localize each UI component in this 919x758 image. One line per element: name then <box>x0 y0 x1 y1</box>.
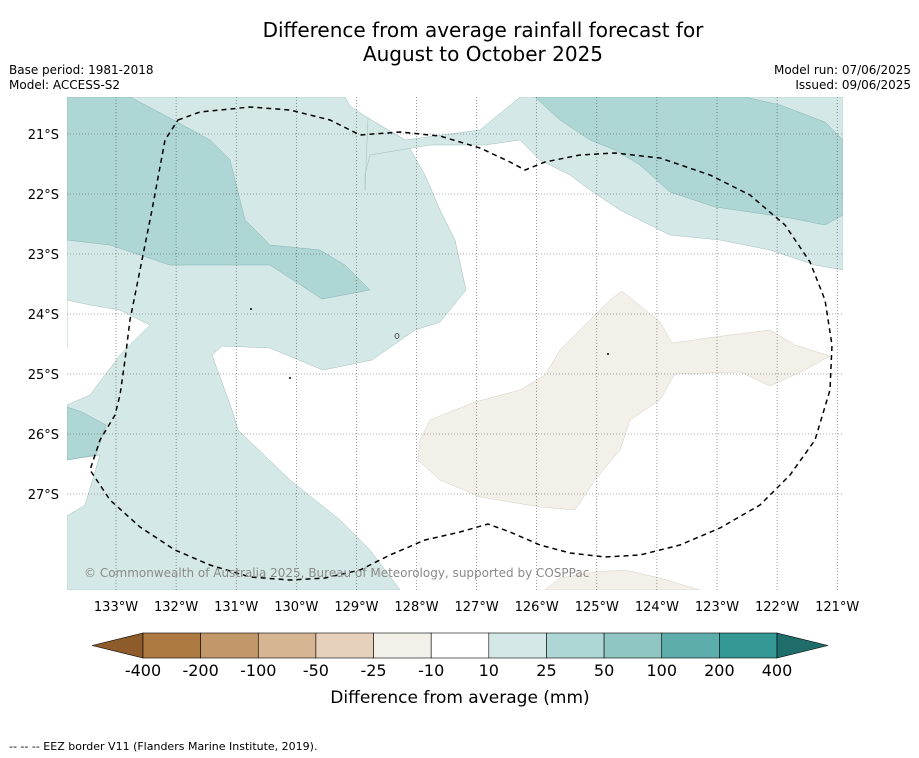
colorbar-segment <box>142 632 201 659</box>
title-line-2: August to October 2025 <box>362 42 604 66</box>
issued-text: Issued: 09/06/2025 <box>795 78 911 92</box>
colorbar-tick-label: -25 <box>360 661 386 680</box>
eez-border <box>89 106 833 581</box>
colorbar-tick-label: 50 <box>594 661 614 680</box>
wetter-region-northeast <box>534 97 843 226</box>
copyright-text: © Commonwealth of Australia 2025, Bureau… <box>84 566 589 580</box>
latitude-labels: 21°S 22°S 23°S 24°S 25°S 26°S 27°S <box>28 128 59 503</box>
longitude-label: 131°W <box>214 600 258 615</box>
layer-minus25-to-minus10 <box>417 290 831 590</box>
colorbar-title: Difference from average (mm) <box>330 688 589 708</box>
latitude-label: 27°S <box>28 488 59 503</box>
longitude-label: 130°W <box>274 600 318 615</box>
colorbar-segment <box>603 632 663 659</box>
colorbar <box>91 632 829 659</box>
longitude-label: 132°W <box>154 600 198 615</box>
longitude-label: 128°W <box>394 600 438 615</box>
eez-footnote: -- -- -- EEZ border V11 (Flanders Marine… <box>9 740 318 753</box>
latitude-label: 26°S <box>28 428 59 443</box>
colorbar-tick-label: 200 <box>704 661 735 680</box>
latitude-label: 22°S <box>28 188 59 203</box>
colorbar-segment <box>661 632 720 659</box>
colorbar-extend-low <box>91 632 144 659</box>
colorbar-tick-label: -200 <box>182 661 218 680</box>
wetter-region-west <box>67 406 107 461</box>
colorbar-segment <box>200 632 259 659</box>
latitude-label: 25°S <box>28 368 59 383</box>
latitude-label: 23°S <box>28 248 59 263</box>
longitude-label: 123°W <box>695 600 739 615</box>
longitude-label: 126°W <box>515 600 559 615</box>
model-text: Model: ACCESS-S2 <box>9 78 121 92</box>
map-speck <box>607 353 609 355</box>
map-islet <box>394 333 400 339</box>
colorbar-tick-labels: -400 -200 -100 -50 -25 -10 10 25 50 100 200 400 <box>125 661 792 680</box>
longitude-label: 122°W <box>755 600 799 615</box>
map-title: Difference from average rainfall forecas… <box>0 18 919 66</box>
latitude-label: 21°S <box>28 128 59 143</box>
colorbar-tick-label: -100 <box>240 661 276 680</box>
colorbar-tick-label: -50 <box>303 661 329 680</box>
base-period-text: Base period: 1981-2018 <box>9 63 154 77</box>
colorbar-tick-label: 100 <box>646 661 677 680</box>
colorbar-segment <box>719 632 778 659</box>
colorbar-segment <box>315 632 374 659</box>
gridlines <box>67 97 843 590</box>
layer-25-to-50 <box>67 97 843 461</box>
colorbar-tick-label: 10 <box>479 661 499 680</box>
colorbar-segment <box>257 632 317 659</box>
title-line-1: Difference from average rainfall forecas… <box>262 18 704 42</box>
longitude-label: 121°W <box>815 600 859 615</box>
longitude-labels: 133°W 132°W 131°W 130°W 129°W 128°W 127°W 126°W… <box>94 600 860 615</box>
colorbar-tick-label: 400 <box>762 661 793 680</box>
colorbar-segment <box>430 632 490 659</box>
dry-region-south <box>544 569 701 590</box>
wetter-region-northwest <box>67 97 371 300</box>
colorbar-extend-high <box>776 632 829 659</box>
colorbar-segment <box>373 632 432 659</box>
dry-region-central <box>417 290 831 511</box>
model-run-text: Model run: 07/06/2025 <box>773 63 911 77</box>
longitude-label: 127°W <box>455 600 499 615</box>
longitude-label: 133°W <box>94 600 138 615</box>
metadata-right: Model run: 07/06/2025 Issued: 09/06/2025 <box>774 63 911 93</box>
latitude-label: 24°S <box>28 308 59 323</box>
colorbar-tick-label: 25 <box>536 661 556 680</box>
map-speck <box>289 377 291 379</box>
colorbar-segment <box>546 632 605 659</box>
colorbar-segment <box>488 632 547 659</box>
colorbar-tick-label: -400 <box>125 661 161 680</box>
map-speck <box>250 308 252 310</box>
longitude-label: 129°W <box>334 600 378 615</box>
colorbar-tick-label: -10 <box>418 661 444 680</box>
longitude-label: 125°W <box>575 600 619 615</box>
longitude-label: 124°W <box>635 600 679 615</box>
map-frame: © Commonwealth of Australia 2025, Bureau… <box>67 97 843 590</box>
metadata-left: Base period: 1981-2018 Model: ACCESS-S2 <box>9 63 154 93</box>
